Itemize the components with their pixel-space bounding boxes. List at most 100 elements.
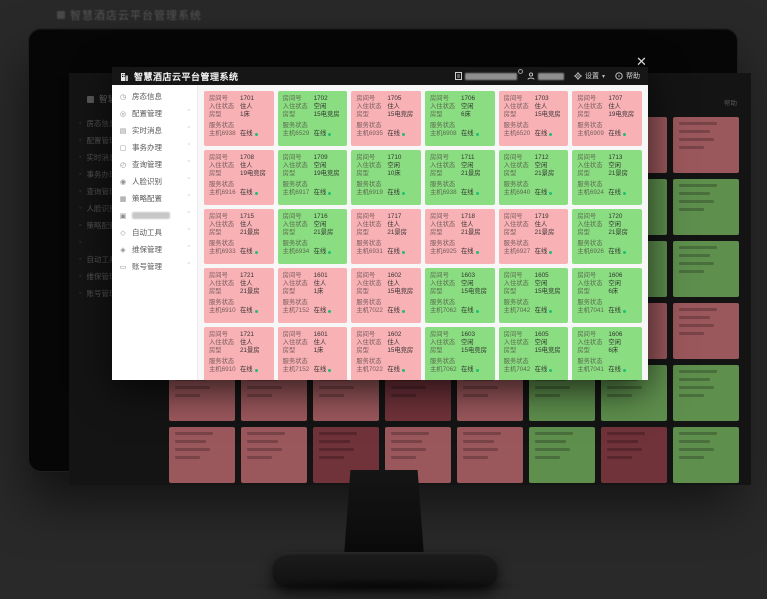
card-field-value: 空闲	[313, 162, 327, 169]
sidebar-item-realtime-message[interactable]: ▤ 实时消息 ˇ	[112, 122, 197, 139]
card-field-value: 1716	[313, 213, 328, 220]
background-room-card	[385, 427, 451, 483]
card-field-value: 住人	[534, 221, 548, 228]
background-card-textline	[679, 184, 717, 187]
online-dot-icon	[254, 368, 258, 372]
user-icon	[527, 72, 535, 80]
card-field-label: 房间号	[356, 154, 376, 161]
chevron-down-icon: ˇ	[187, 263, 190, 270]
room-card-1717[interactable]: 房间号 1717 入住状态 住人 房型 21景房 服务状态 主机6931 在线	[351, 209, 421, 264]
card-field-label: 主机6910	[209, 307, 236, 314]
room-card-1711[interactable]: 房间号 1711 入住状态 空闲 房型 21景房 服务状态 主机6938 在线	[424, 150, 495, 205]
room-card-1602[interactable]: 房间号 1602 入住状态 住人 房型 15电竞房 服务状态 主机7022 在线	[351, 268, 421, 323]
background-sidebar-icon: ◦	[79, 154, 82, 161]
background-card-textline	[679, 208, 704, 211]
background-sidebar-label: 自动工具	[86, 255, 117, 264]
card-field-value: 住人	[387, 339, 400, 346]
online-dot-icon	[475, 191, 479, 195]
sidebar-item-policy-config[interactable]: ▦ 策略配置 ˇ	[112, 190, 197, 207]
card-field-label: 入住状态	[503, 103, 529, 110]
online-dot-icon	[328, 132, 332, 136]
help-button[interactable]: 帮助	[615, 71, 640, 81]
room-card-1705[interactable]: 房间号 1705 入住状态 住人 房型 15电竞房 服务状态 主机6935 在线	[351, 91, 421, 146]
sidebar-item-business[interactable]: ▢ 事务办理 ˇ	[112, 139, 197, 156]
user-info[interactable]	[527, 72, 564, 80]
card-field-label: 房型	[577, 170, 590, 177]
room-card-1606[interactable]: 房间号 1606 入住状态 空闲 房型 6床 服务状态 主机7041 在线	[572, 327, 642, 380]
sidebar-item-maintenance[interactable]: ◈ 维保管理 ˇ	[112, 241, 197, 258]
card-field-value: 空闲	[608, 280, 621, 287]
background-sidebar-label: 查询管理	[86, 187, 117, 196]
card-field-value: 1708	[240, 154, 255, 161]
card-field-value: 空闲	[608, 162, 621, 169]
card-field-label: 主机6934	[282, 248, 310, 255]
room-card-1702[interactable]: 房间号 1702 入住状态 空闲 房型 15电竞房 服务状态 主机6529 在线	[277, 91, 348, 146]
sidebar-item-room-status[interactable]: ◷ 房态信息	[112, 88, 197, 105]
room-card-1710[interactable]: 房间号 1710 入住状态 空闲 房型 10床 服务状态 主机6919 在线	[351, 150, 421, 205]
room-card-1715[interactable]: 房间号 1715 入住状态 住人 房型 21景房 服务状态 主机6933 在线	[204, 209, 274, 264]
card-field-label: 房型	[209, 111, 222, 118]
card-field-value: 在线	[608, 366, 626, 374]
room-card-1716[interactable]: 房间号 1716 入住状态 空闲 房型 21景房 服务状态 主机6934 在线	[277, 209, 348, 264]
sidebar-item-account[interactable]: ▭ 账号管理 ˇ	[112, 258, 197, 275]
background-card-textline	[319, 456, 344, 459]
sidebar-item-query[interactable]: ◴ 查询管理 ˇ	[112, 156, 197, 173]
room-card-1720[interactable]: 房间号 1720 入住状态 空闲 房型 21景房 服务状态 主机6926 在线	[572, 209, 642, 264]
chevron-down-icon: ˇ	[187, 144, 190, 151]
room-card-1701[interactable]: 房间号 1701 入住状态 住人 房型 1床 服务状态 主机6938 在线	[204, 91, 274, 146]
room-card-1605[interactable]: 房间号 1605 入住状态 空闲 房型 15电竞房 服务状态 主机7042 在线	[498, 327, 569, 380]
room-card-1721[interactable]: 房间号 1721 入住状态 住人 房型 21景房 服务状态 主机6910 在线	[204, 268, 274, 323]
background-card-textline	[247, 440, 279, 443]
card-field-value: 19电竞房	[608, 111, 635, 118]
background-sidebar-item: ◦ 策略配置	[73, 217, 223, 234]
card-field-value: 住人	[240, 103, 253, 110]
room-card-1713[interactable]: 房间号 1713 入住状态 空闲 房型 21景房 服务状态 主机6924 在线	[572, 150, 642, 205]
room-card-1706[interactable]: 房间号 1706 入住状态 空闲 房型 6床 服务状态 主机6908 在线	[424, 91, 495, 146]
room-card-1601[interactable]: 房间号 1601 入住状态 住人 房型 1床 服务状态 主机7152 在线	[277, 268, 348, 323]
settings-menu[interactable]: 设置 ▾	[574, 71, 605, 81]
background-room-card	[169, 427, 235, 483]
card-field-label: 入住状态	[577, 280, 603, 287]
card-field-label: 入住状态	[577, 162, 603, 169]
hotel-switcher[interactable]	[454, 69, 523, 80]
card-field-value: 住人	[313, 339, 327, 346]
online-dot-icon	[622, 250, 626, 254]
room-status-icon: ◷	[119, 93, 127, 101]
room-card-1718[interactable]: 房间号 1718 入住状态 住人 房型 21景房 服务状态 主机6925 在线	[424, 209, 495, 264]
card-field-value: 1721	[240, 331, 255, 338]
card-field-label: 主机6940	[503, 189, 531, 196]
online-dot-icon	[328, 368, 332, 372]
room-card-1708[interactable]: 房间号 1708 入住状态 住人 房型 19电竞房 服务状态 主机6916 在线	[204, 150, 274, 205]
room-card-1712[interactable]: 房间号 1712 入住状态 空闲 房型 21景房 服务状态 主机6940 在线	[498, 150, 569, 205]
room-card-1707[interactable]: 房间号 1707 入住状态 住人 房型 19电竞房 服务状态 主机6909 在线	[572, 91, 642, 146]
switch-badge-icon	[517, 69, 523, 74]
room-card-1603[interactable]: 房间号 1603 入住状态 空闲 房型 15电竞房 服务状态 主机7062 在线	[424, 327, 495, 380]
card-field-value: 21景房	[387, 229, 407, 236]
room-card-1602[interactable]: 房间号 1602 入住状态 住人 房型 15电竞房 服务状态 主机7022 在线	[351, 327, 421, 380]
background-sidebar-icon: ◦	[79, 256, 82, 263]
background-card-textline	[679, 200, 714, 203]
card-field-label: 服务状态	[503, 358, 529, 365]
online-dot-icon	[622, 191, 626, 195]
card-field-value: 1705	[387, 95, 402, 102]
card-field-label: 主机6938	[209, 130, 236, 137]
room-card-1709[interactable]: 房间号 1709 入住状态 空闲 房型 19电竞房 服务状态 主机6917 在线	[277, 150, 348, 205]
room-card-1703[interactable]: 房间号 1703 入住状态 住人 房型 15电竞房 服务状态 主机6520 在线	[498, 91, 569, 146]
close-icon[interactable]: ✕	[636, 54, 647, 69]
sidebar-item-redacted[interactable]: ▣ ˇ	[112, 207, 197, 224]
card-field-label: 房间号	[577, 154, 597, 161]
hotel-app-modal: 智慧酒店云平台管理系统 设置 ▾	[112, 67, 648, 380]
sidebar-item-auto-tools[interactable]: ◇ 自动工具 ˇ	[112, 224, 197, 241]
sidebar-item-config[interactable]: ◎ 配置管理 ˇ	[112, 105, 197, 122]
room-card-1605[interactable]: 房间号 1605 入住状态 空闲 房型 15电竞房 服务状态 主机7042 在线	[498, 268, 569, 323]
room-card-1721[interactable]: 房间号 1721 入住状态 住人 房型 21景房 服务状态 主机6910 在线	[204, 327, 274, 380]
card-field-label: 房间号	[503, 213, 523, 220]
sidebar-item-face-recognition[interactable]: ◉ 人脸识别 ˇ	[112, 173, 197, 190]
room-card-1606[interactable]: 房间号 1606 入住状态 空闲 房型 6床 服务状态 主机7041 在线	[572, 268, 642, 323]
room-card-1719[interactable]: 房间号 1719 入住状态 住人 房型 21景房 服务状态 主机6927 在线	[498, 209, 569, 264]
room-card-1603[interactable]: 房间号 1603 入住状态 空闲 房型 15电竞房 服务状态 主机7062 在线	[424, 268, 495, 323]
card-field-label: 入住状态	[209, 162, 235, 169]
card-field-label: 主机6935	[356, 130, 383, 137]
room-card-1601[interactable]: 房间号 1601 入住状态 住人 房型 1床 服务状态 主机7152 在线	[277, 327, 348, 380]
card-field-value: 在线	[535, 248, 553, 256]
